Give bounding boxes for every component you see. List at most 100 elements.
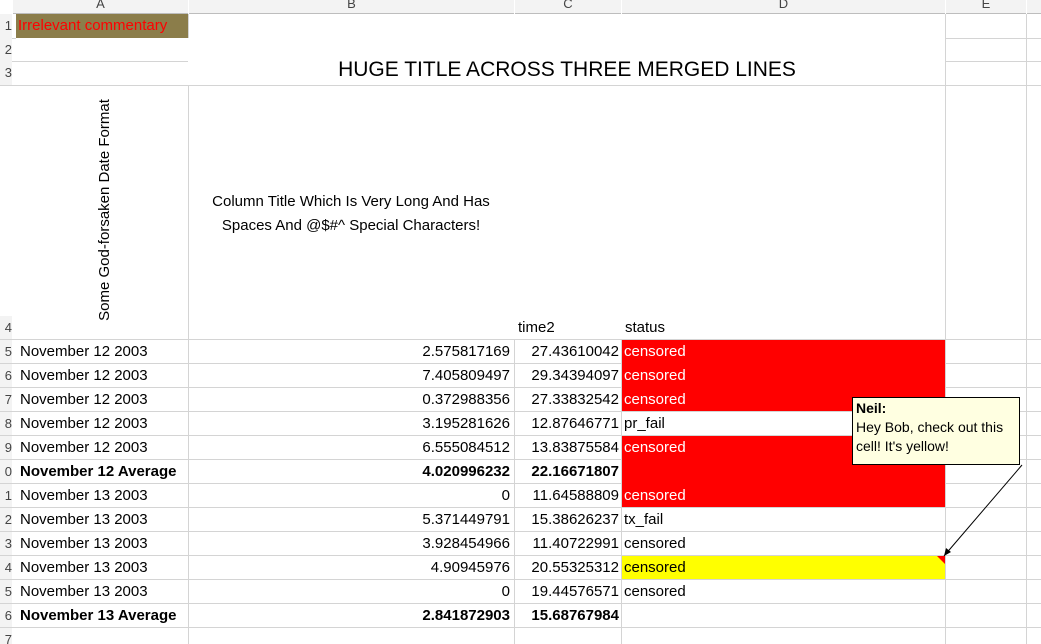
row-number[interactable]: 6 bbox=[0, 364, 12, 387]
cell-value-b[interactable]: 0 bbox=[501, 583, 510, 600]
cell-value-b[interactable]: 5.371449791 bbox=[422, 511, 510, 528]
cell-value-b[interactable]: 3.195281626 bbox=[422, 415, 510, 432]
column-header-b-label: B bbox=[347, 0, 356, 11]
cell-time2[interactable]: 11.40722991 bbox=[532, 535, 619, 552]
cell-status[interactable]: censored bbox=[624, 391, 686, 408]
cell-b4-column-title[interactable]: Column Title Which Is Very Long And Has … bbox=[212, 193, 490, 234]
cell-date[interactable]: November 12 2003 bbox=[20, 415, 148, 432]
cell-value-b[interactable]: 2.841872903 bbox=[422, 607, 510, 624]
cell-time2[interactable]: 15.38626237 bbox=[531, 511, 619, 528]
row-number-label: 5 bbox=[4, 584, 12, 599]
cell-time2[interactable]: 12.87646771 bbox=[531, 415, 619, 432]
cell-status[interactable]: censored bbox=[624, 535, 686, 552]
row-number-label: 1 bbox=[4, 18, 12, 33]
cell-value-b[interactable]: 3.928454966 bbox=[422, 535, 510, 552]
cell-a1-commentary[interactable]: Irrelevant commentary bbox=[18, 17, 168, 34]
row-number-label: 6 bbox=[4, 608, 12, 623]
cell-value-b[interactable]: 4.90945976 bbox=[430, 559, 510, 576]
row-number-label: 4 bbox=[4, 320, 12, 335]
cell-date[interactable]: November 13 Average bbox=[20, 607, 177, 624]
column-header-a[interactable]: A bbox=[13, 0, 188, 14]
cell-comment-note[interactable]: Neil: Hey Bob, check out this cell! It's… bbox=[852, 397, 1020, 465]
cell-value-b[interactable]: 6.555084512 bbox=[422, 439, 510, 456]
row-number[interactable]: 2 bbox=[0, 38, 12, 61]
row-number[interactable]: 6 bbox=[0, 604, 12, 627]
cell-date[interactable]: November 13 2003 bbox=[20, 583, 148, 600]
cell-status[interactable]: censored bbox=[624, 343, 686, 360]
column-header-e-label: E bbox=[981, 0, 991, 11]
cell-value-b[interactable]: 0 bbox=[501, 487, 510, 504]
row-number-label: 5 bbox=[4, 344, 12, 359]
row-number-label: 7 bbox=[4, 392, 12, 407]
column-header-c-label: C bbox=[563, 0, 573, 11]
cell-date[interactable]: November 13 2003 bbox=[20, 559, 148, 576]
cell-time2[interactable]: 29.34394097 bbox=[531, 367, 619, 384]
cell-time2[interactable]: 22.16671807 bbox=[531, 463, 619, 480]
row-number[interactable]: 1 bbox=[0, 484, 12, 507]
row-number-label: 2 bbox=[4, 512, 12, 527]
cell-value-b[interactable]: 4.020996232 bbox=[422, 463, 510, 480]
row-number[interactable]: 2 bbox=[0, 508, 12, 531]
cell-status[interactable]: pr_fail bbox=[624, 415, 665, 432]
row-number[interactable]: 8 bbox=[0, 412, 12, 435]
cell-status[interactable]: censored bbox=[624, 583, 686, 600]
cell-time2[interactable]: 13.83875584 bbox=[531, 439, 619, 456]
cell-time2[interactable]: 27.33832542 bbox=[531, 391, 619, 408]
row-number[interactable]: 7 bbox=[0, 628, 12, 644]
row-number-label: 1 bbox=[4, 488, 12, 503]
row-number[interactable]: 7 bbox=[0, 388, 12, 411]
merged-title-cell[interactable]: HUGE TITLE ACROSS THREE MERGED LINES bbox=[338, 58, 796, 81]
cell-time2[interactable]: 15.68767984 bbox=[531, 607, 619, 624]
column-header-f[interactable] bbox=[1027, 0, 1041, 14]
row-number[interactable]: 0 bbox=[0, 460, 12, 483]
row-number[interactable]: 4 bbox=[0, 556, 12, 579]
row-number-label: 7 bbox=[4, 632, 12, 644]
cell-time2[interactable]: 19.44576571 bbox=[531, 583, 619, 600]
cell-c4-header[interactable]: time2 bbox=[518, 319, 555, 336]
cell-time2[interactable]: 27.43610042 bbox=[531, 343, 619, 360]
cell-value-b[interactable]: 0.372988356 bbox=[422, 391, 510, 408]
row-number-label: 8 bbox=[4, 416, 12, 431]
d-yellow-fill bbox=[622, 556, 945, 579]
row-number[interactable]: 5 bbox=[0, 340, 12, 363]
cell-d4-header[interactable]: status bbox=[625, 319, 666, 336]
row-number-label: 4 bbox=[4, 560, 12, 575]
cell-date[interactable]: November 13 2003 bbox=[20, 511, 148, 528]
cell-date[interactable]: November 13 2003 bbox=[20, 535, 148, 552]
cell-value-b[interactable]: 2.575817169 bbox=[422, 343, 510, 360]
row-number[interactable]: 3 bbox=[0, 61, 12, 85]
cell-status[interactable]: tx_fail bbox=[624, 511, 664, 528]
cell-date[interactable]: November 12 2003 bbox=[20, 367, 148, 384]
cell-status[interactable]: censored bbox=[624, 439, 686, 456]
row-number-label: 9 bbox=[4, 440, 12, 455]
comment-author: Neil: bbox=[856, 400, 887, 416]
row-number-label: 2 bbox=[4, 42, 12, 57]
cell-date[interactable]: November 12 2003 bbox=[20, 391, 148, 408]
row-number-label: 0 bbox=[4, 464, 12, 479]
row-number[interactable]: 4 bbox=[0, 316, 12, 339]
cell-status[interactable]: censored bbox=[624, 367, 686, 384]
cell-a4-rotated-header[interactable]: Some God-forsaken Date Format bbox=[96, 99, 113, 321]
column-header-b[interactable]: B bbox=[189, 0, 514, 14]
row-number-label: 3 bbox=[4, 65, 12, 80]
column-header-d[interactable]: D bbox=[622, 0, 945, 14]
row-number[interactable]: 9 bbox=[0, 436, 12, 459]
cell-date[interactable]: November 12 2003 bbox=[20, 343, 148, 360]
cell-status[interactable]: censored bbox=[624, 487, 686, 504]
row-number-label: 6 bbox=[4, 368, 12, 383]
cell-value-b[interactable]: 7.405809497 bbox=[422, 367, 510, 384]
row-number[interactable]: 1 bbox=[0, 14, 12, 38]
cell-date[interactable]: November 12 Average bbox=[20, 463, 177, 480]
column-header-a-label: A bbox=[96, 0, 105, 11]
row-number[interactable]: 5 bbox=[0, 580, 12, 603]
cell-date[interactable]: November 12 2003 bbox=[20, 439, 148, 456]
column-header-c[interactable]: C bbox=[515, 0, 621, 14]
cell-time2[interactable]: 20.55325312 bbox=[531, 559, 619, 576]
row-number[interactable]: 3 bbox=[0, 532, 12, 555]
cell-date[interactable]: November 13 2003 bbox=[20, 487, 148, 504]
cell-time2[interactable]: 11.64588809 bbox=[532, 487, 619, 504]
cell-status[interactable]: censored bbox=[624, 559, 686, 576]
column-header-d-label: D bbox=[778, 0, 789, 11]
column-header-e[interactable]: E bbox=[946, 0, 1026, 14]
comment-text: Hey Bob, check out this cell! It's yello… bbox=[856, 419, 1004, 454]
